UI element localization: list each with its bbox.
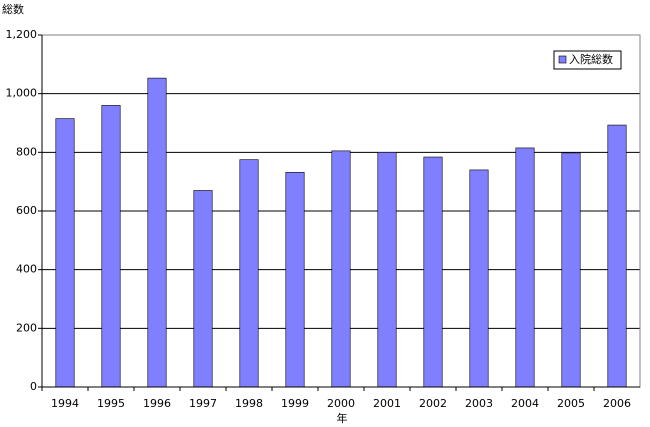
x-tick-label: 2001 (373, 397, 401, 410)
bar (285, 171, 305, 388)
y-tick-label: 800 (16, 145, 37, 158)
legend-swatch (558, 55, 567, 64)
x-tick-label: 1997 (189, 397, 217, 410)
y-tick-label: 400 (16, 263, 37, 276)
x-tick-label: 1996 (143, 397, 171, 410)
bar (469, 169, 489, 388)
x-tick-label: 1999 (281, 397, 309, 410)
legend-label: 入院総数 (569, 52, 613, 66)
x-tick-label: 2003 (465, 397, 493, 410)
x-tick-label: 2002 (419, 397, 447, 410)
x-tick-label: 2000 (327, 397, 355, 410)
legend-box (553, 50, 622, 70)
y-tick-label: 0 (30, 380, 37, 393)
bar (561, 152, 581, 388)
x-tick-label: 2006 (603, 397, 631, 410)
bar (515, 147, 535, 388)
y-tick-label: 1,200 (6, 28, 38, 41)
bar (193, 190, 213, 388)
bar (607, 124, 627, 388)
y-tick-label: 1,000 (6, 87, 38, 100)
bar (423, 156, 443, 388)
bar (147, 77, 167, 388)
bar (101, 105, 121, 388)
x-tick-label: 1998 (235, 397, 263, 410)
y-axis-label: 総数 (2, 2, 24, 16)
x-tick-label: 2005 (557, 397, 585, 410)
x-tick-label: 1994 (51, 397, 79, 410)
bar (377, 152, 397, 388)
y-tick-label: 600 (16, 204, 37, 217)
bar (55, 118, 75, 388)
x-axis-label: 年 (337, 411, 348, 425)
bar (239, 159, 259, 388)
bar (331, 150, 351, 388)
x-tick-label: 2004 (511, 397, 539, 410)
y-tick-label: 200 (16, 321, 37, 334)
x-tick-label: 1995 (97, 397, 125, 410)
